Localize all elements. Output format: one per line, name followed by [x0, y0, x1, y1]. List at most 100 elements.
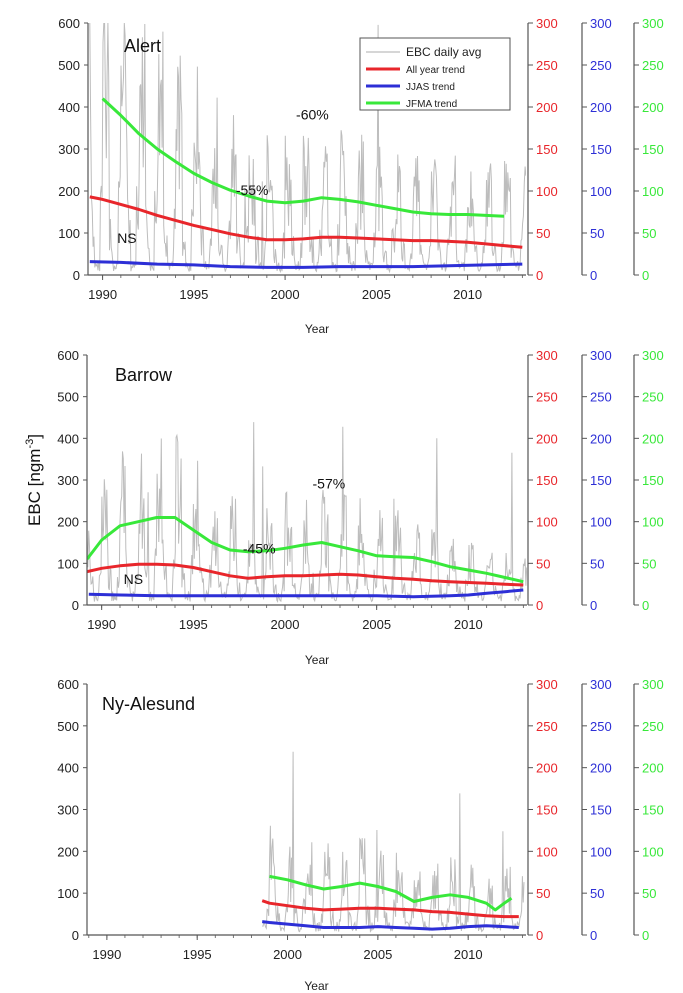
left-axis-tick-label: 400 — [57, 761, 79, 776]
series-line-all-year-trend — [261, 899, 519, 919]
right-axis-tick-label-red: 250 — [536, 390, 558, 405]
right-axis-tick-label-blue: 250 — [590, 58, 612, 73]
right-axis-tick-label-red: 100 — [536, 184, 558, 199]
left-axis-tick-label: 300 — [58, 142, 80, 157]
left-axis-tick-label: 0 — [72, 598, 79, 613]
trend-annotation: -55% — [236, 182, 269, 198]
right-axis-tick-label-blue: 50 — [590, 886, 604, 901]
right-axis-tick-label-green: 150 — [642, 473, 664, 488]
station-title: Alert — [124, 36, 161, 56]
left-axis-tick-label: 300 — [57, 803, 79, 818]
right-axis-tick-label-blue: 50 — [590, 556, 604, 571]
station-title: Barrow — [115, 365, 173, 385]
right-axis-tick-label-red: 300 — [536, 348, 558, 363]
right-axis-tick-label-red: 200 — [536, 100, 558, 115]
station-title: Ny-Alesund — [102, 694, 195, 714]
left-axis-tick-label: 500 — [58, 58, 80, 73]
legend-entry: All year trend — [406, 65, 465, 76]
series-line-jjas-trend — [89, 260, 523, 269]
right-axis-tick-label-green: 50 — [642, 226, 656, 241]
x-axis-tick-label: 1990 — [92, 947, 121, 962]
series-ebc-daily-avg — [89, 23, 526, 274]
x-axis-label: Year — [305, 653, 329, 667]
right-axis-tick-label-green: 50 — [642, 886, 656, 901]
left-axis-tick-label: 600 — [57, 677, 79, 692]
right-axis-tick-label-green: 300 — [642, 677, 664, 692]
series-ebc-daily-avg — [87, 422, 527, 603]
left-axis-tick-label: 400 — [58, 100, 80, 115]
right-axis-tick-label-red: 150 — [536, 803, 558, 818]
series-line-jfma-trend — [269, 874, 513, 912]
right-axis-tick-label-green: 100 — [642, 844, 664, 859]
right-axis-tick-label-blue: 150 — [590, 473, 612, 488]
right-axis-tick-label-blue: 200 — [590, 100, 612, 115]
x-axis-tick-label: 2000 — [273, 947, 302, 962]
right-axis-tick-label-green: 0 — [642, 268, 649, 283]
right-axis-tick-label-green: 250 — [642, 390, 664, 405]
x-axis-tick-label: 2005 — [362, 287, 391, 302]
x-axis-tick-label: 1990 — [87, 617, 116, 632]
series-line-jjas-trend — [88, 588, 524, 599]
right-axis-tick-label-green: 0 — [642, 928, 649, 943]
right-axis-tick-label-blue: 100 — [590, 515, 612, 530]
right-axis-tick-label-blue: 250 — [590, 390, 612, 405]
left-axis-tick-label: 500 — [57, 719, 79, 734]
left-axis-tick-label: 100 — [57, 886, 79, 901]
x-axis-tick-label: 1995 — [179, 287, 208, 302]
right-axis-tick-label-green: 300 — [642, 16, 664, 31]
right-axis-tick-label-red: 300 — [536, 677, 558, 692]
right-axis-tick-label-blue: 0 — [590, 598, 597, 613]
right-axis-tick-label-red: 0 — [536, 268, 543, 283]
left-axis-tick-label: 600 — [57, 348, 79, 363]
left-axis-tick-label: 100 — [57, 556, 79, 571]
right-axis-tick-label-red: 0 — [536, 598, 543, 613]
trend-annotation: -60% — [296, 107, 329, 123]
legend-entry: JFMA trend — [406, 99, 457, 110]
left-axis-tick-label: 200 — [57, 844, 79, 859]
right-axis-tick-label-red: 100 — [536, 844, 558, 859]
left-axis-tick-label: 200 — [57, 515, 79, 530]
right-axis-tick-label-blue: 100 — [590, 184, 612, 199]
right-axis-tick-label-green: 100 — [642, 515, 664, 530]
x-axis-tick-label: 2005 — [362, 617, 391, 632]
x-axis-tick-label: 1995 — [179, 617, 208, 632]
x-axis-tick-label: 2000 — [271, 287, 300, 302]
right-axis-tick-label-blue: 0 — [590, 928, 597, 943]
right-axis-tick-label-green: 250 — [642, 58, 664, 73]
series-line-jfma-trend — [87, 516, 524, 584]
right-axis-tick-label-red: 200 — [536, 431, 558, 446]
right-axis-tick-label-green: 200 — [642, 761, 664, 776]
right-axis-tick-label-red: 50 — [536, 556, 550, 571]
right-axis-tick-label-blue: 300 — [590, 16, 612, 31]
left-axis-tick-label: 100 — [58, 226, 80, 241]
x-axis-label: Year — [304, 979, 328, 993]
right-axis-tick-label-blue: 150 — [590, 142, 612, 157]
legend-entry: JJAS trend — [406, 82, 455, 93]
right-axis-tick-label-red: 250 — [536, 719, 558, 734]
right-axis-tick-label-green: 300 — [642, 348, 664, 363]
right-axis-tick-label-green: 100 — [642, 184, 664, 199]
right-axis-tick-label-blue: 300 — [590, 677, 612, 692]
left-axis-tick-label: 300 — [57, 473, 79, 488]
right-axis-tick-label-green: 150 — [642, 803, 664, 818]
left-axis-tick-label: 200 — [58, 184, 80, 199]
x-axis-tick-label: 2005 — [363, 947, 392, 962]
right-axis-tick-label-blue: 100 — [590, 844, 612, 859]
right-axis-tick-label-red: 250 — [536, 58, 558, 73]
left-axis-tick-label: 500 — [57, 390, 79, 405]
right-axis-tick-label-green: 200 — [642, 431, 664, 446]
trend-annotation: NS — [117, 230, 136, 246]
right-axis-tick-label-red: 0 — [536, 928, 543, 943]
x-axis-tick-label: 1990 — [88, 287, 117, 302]
right-axis-tick-label-red: 100 — [536, 515, 558, 530]
right-axis-tick-label-green: 250 — [642, 719, 664, 734]
right-axis-tick-label-red: 300 — [536, 16, 558, 31]
right-axis-tick-label-green: 150 — [642, 142, 664, 157]
series-line-all-year-trend — [87, 562, 524, 587]
right-axis-tick-label-red: 150 — [536, 142, 558, 157]
right-axis-tick-label-blue: 250 — [590, 719, 612, 734]
